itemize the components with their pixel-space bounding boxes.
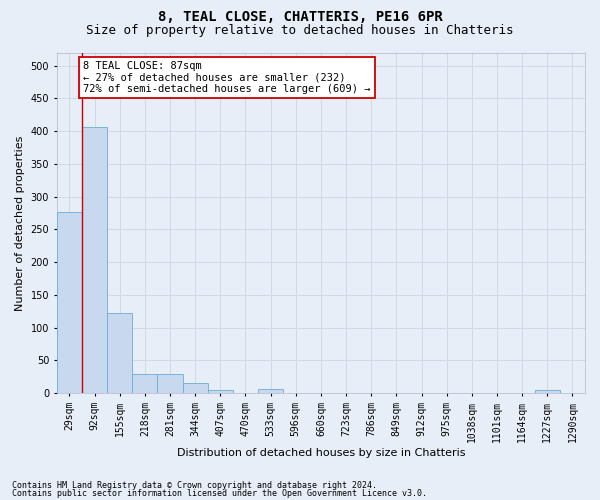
Text: 8 TEAL CLOSE: 87sqm
← 27% of detached houses are smaller (232)
72% of semi-detac: 8 TEAL CLOSE: 87sqm ← 27% of detached ho… (83, 61, 371, 94)
Text: 8, TEAL CLOSE, CHATTERIS, PE16 6PR: 8, TEAL CLOSE, CHATTERIS, PE16 6PR (158, 10, 442, 24)
Bar (258, 389, 283, 393)
Bar (107, 314, 132, 393)
Text: Size of property relative to detached houses in Chatteris: Size of property relative to detached ho… (86, 24, 514, 37)
Text: Contains HM Land Registry data © Crown copyright and database right 2024.: Contains HM Land Registry data © Crown c… (12, 481, 377, 490)
Bar (157, 374, 182, 393)
Bar (535, 390, 560, 393)
X-axis label: Distribution of detached houses by size in Chatteris: Distribution of detached houses by size … (176, 448, 465, 458)
Bar (208, 390, 233, 393)
Y-axis label: Number of detached properties: Number of detached properties (15, 135, 25, 310)
Text: Contains public sector information licensed under the Open Government Licence v3: Contains public sector information licen… (12, 489, 427, 498)
Bar (82, 126, 107, 393)
Bar (132, 374, 157, 393)
Bar (57, 212, 82, 393)
Bar (182, 384, 208, 393)
